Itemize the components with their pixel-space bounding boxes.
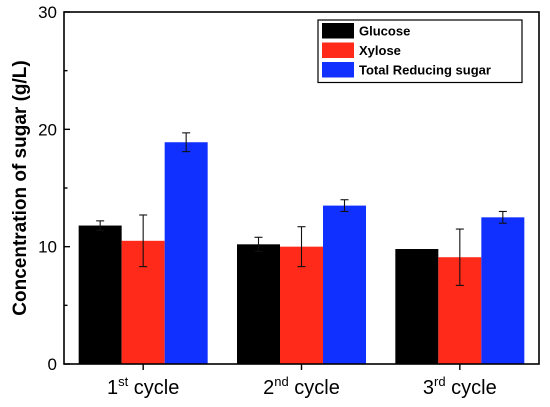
- bar: [395, 249, 439, 364]
- bar: [78, 225, 122, 364]
- legend: Glucose Xylose Total Reducing sugar: [317, 19, 523, 84]
- bar: [481, 217, 525, 364]
- bar: [164, 142, 208, 364]
- bar: [237, 244, 280, 364]
- bar: [323, 205, 366, 364]
- y-tick-label: 0: [48, 355, 57, 374]
- legend-swatch: [322, 42, 354, 58]
- x-tick-label: 3rd cycle: [423, 374, 497, 399]
- y-tick-label: 20: [38, 120, 57, 139]
- legend-label: Total Reducing sugar: [359, 63, 491, 78]
- legend-label: Glucose: [359, 24, 410, 39]
- y-tick-label: 30: [38, 3, 57, 22]
- error-bars-group: [96, 132, 507, 286]
- x-tick-label: 2nd cycle: [263, 374, 340, 399]
- y-tick-label: 10: [38, 238, 57, 257]
- y-axis-label: Concentration of sugar (g/L): [10, 60, 31, 315]
- bars-group: [78, 142, 525, 364]
- legend-swatch: [322, 62, 354, 78]
- legend-label: Xylose: [359, 43, 401, 58]
- legend-swatch: [322, 23, 354, 39]
- x-axis-ticks: 1st cycle 2nd cycle 3rd cycle: [107, 364, 497, 399]
- x-tick-label: 1st cycle: [107, 374, 179, 399]
- y-axis-ticks: 0 10 20 30: [38, 3, 70, 374]
